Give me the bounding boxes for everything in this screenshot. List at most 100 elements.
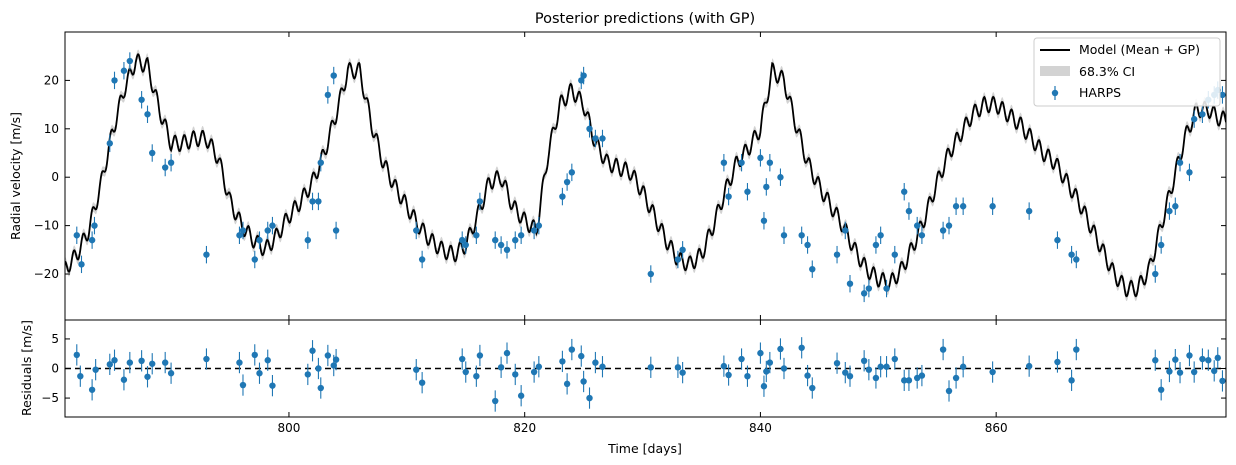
residual-point — [744, 372, 751, 380]
rv-point — [760, 217, 768, 224]
rv-point — [757, 154, 764, 162]
residual-point — [1186, 352, 1193, 359]
residual-point — [120, 376, 128, 383]
residual-point — [106, 361, 113, 368]
xlabel: Time [days] — [607, 441, 682, 456]
residual-point — [842, 369, 849, 376]
residual-point — [1152, 357, 1159, 364]
residual-point — [1054, 358, 1061, 366]
rv-point — [877, 232, 884, 239]
residual-point — [883, 363, 890, 370]
residual-point — [330, 362, 337, 369]
residual-point — [462, 368, 469, 376]
residual-point — [503, 349, 511, 357]
residual-point — [586, 394, 593, 402]
residual-point — [264, 357, 271, 364]
rv-point — [674, 256, 682, 263]
residual-point — [269, 382, 276, 389]
residual-point — [92, 366, 99, 373]
residual-point — [766, 359, 774, 366]
rv-point — [763, 183, 770, 191]
rv-point — [315, 198, 322, 205]
rv-point — [503, 246, 511, 254]
rv-point — [804, 241, 811, 249]
rv-point — [167, 159, 175, 166]
rv-point — [236, 232, 243, 239]
rv-point — [317, 159, 324, 166]
rv-point — [111, 77, 118, 84]
rv-point — [798, 232, 805, 239]
rv-point — [901, 188, 908, 195]
rv-point — [1025, 207, 1033, 215]
rv-point — [586, 125, 593, 133]
residual-point — [476, 352, 484, 359]
rv-point — [304, 236, 312, 244]
rv-point — [1190, 115, 1198, 123]
residual-point — [459, 355, 466, 363]
rv-point — [580, 72, 587, 79]
residual-point — [959, 363, 967, 370]
rv-point — [269, 222, 276, 229]
residual-point — [149, 360, 156, 367]
residual-point — [1205, 357, 1212, 364]
residual-point — [251, 351, 258, 359]
rv-point — [833, 251, 841, 258]
residual-point — [1068, 377, 1075, 384]
residual-point — [763, 368, 770, 375]
rv-point — [905, 207, 913, 215]
rv-point — [563, 178, 571, 186]
rv-point — [1073, 256, 1080, 263]
residual-point — [1166, 368, 1173, 375]
ytick-label: −10 — [34, 219, 59, 233]
residual-point — [1025, 362, 1033, 370]
legend-box — [1033, 37, 1221, 107]
rv-point — [780, 232, 788, 239]
rv-point — [91, 222, 98, 229]
residual-point — [872, 374, 880, 382]
rv-point — [952, 203, 960, 210]
residual-point — [905, 377, 913, 384]
legend-label-model: Model (Mean + GP) — [1079, 42, 1200, 57]
residual-point — [497, 364, 505, 371]
rv-point — [1219, 91, 1226, 99]
residual-point — [578, 352, 585, 360]
residual-point — [865, 366, 873, 373]
rv-point — [766, 159, 774, 166]
residual-point — [939, 346, 947, 353]
rv-point — [1172, 203, 1179, 210]
rv-point — [883, 285, 890, 292]
rv-point — [891, 251, 898, 258]
residual-point — [1157, 386, 1165, 393]
residual-point — [418, 379, 426, 386]
rv-point — [517, 232, 525, 239]
xtick-label: 840 — [749, 421, 772, 435]
rv-point — [497, 241, 505, 249]
rv-point — [73, 232, 80, 239]
residual-point — [599, 363, 606, 370]
residual-point — [309, 347, 316, 354]
residual-point — [332, 356, 340, 363]
chart-title: Posterior predictions (with GP) — [535, 11, 755, 27]
rv-point — [945, 222, 953, 229]
rv-point — [679, 246, 686, 254]
rv-point — [559, 193, 566, 200]
residual-point — [563, 380, 571, 388]
rv-point — [744, 188, 751, 195]
rv-point — [476, 198, 484, 205]
residual-point — [1176, 369, 1184, 376]
rv-point — [418, 256, 426, 263]
residual-point — [256, 370, 263, 377]
residual-point — [580, 378, 587, 385]
rv-point — [1199, 111, 1206, 118]
rv-point — [959, 203, 967, 210]
residual-point — [945, 387, 953, 395]
residual-point — [760, 383, 768, 390]
residual-point — [777, 345, 784, 353]
residual-point — [304, 371, 312, 378]
residual-point — [77, 372, 84, 380]
rv-point — [413, 227, 420, 234]
rv-point — [251, 256, 258, 263]
rv-point — [88, 236, 96, 244]
residual-point — [809, 384, 816, 392]
